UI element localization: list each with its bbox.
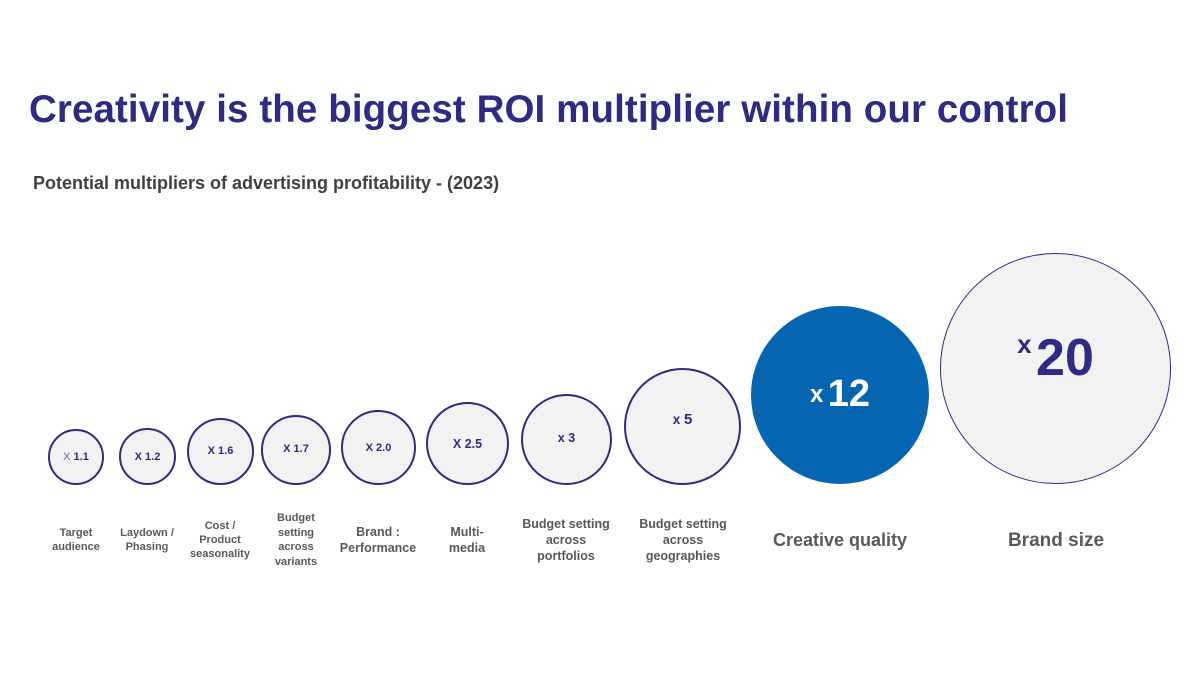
multiplier-value: 1.1 <box>73 451 89 463</box>
bubble-label: Target audience <box>52 527 100 553</box>
bubble-label: Budget setting across geographies <box>639 517 727 563</box>
multiplier-prefix: X <box>452 436 462 451</box>
multiplier-value: 2.5 <box>464 436 483 451</box>
multiplier-prefix: x <box>809 381 824 408</box>
multiplier-prefix: X <box>283 442 291 455</box>
bubble-brand-performance: X 2.0 <box>341 410 416 485</box>
bubble-label: Budget setting across portfolios <box>522 517 610 563</box>
bubble-brand-size: x 20 <box>940 253 1171 484</box>
bubble-budget-across-portfolios: x 3 <box>521 394 612 485</box>
bubble-label: Multi- media <box>448 525 486 555</box>
multiplier-prefix: X <box>365 441 373 454</box>
multiplier-value: 20 <box>1036 328 1094 387</box>
bubble-label: Cost / Product seasonality <box>190 520 250 560</box>
multiplier-prefix: X <box>207 444 215 457</box>
bubble-label: Brand size <box>1007 530 1105 551</box>
bubble-label: Creative quality <box>772 530 908 550</box>
multiplier-prefix: x <box>672 411 681 427</box>
multiplier-value: 1.7 <box>293 442 309 455</box>
multiplier-prefix: X <box>134 450 142 463</box>
multiplier-prefix: x <box>557 430 565 445</box>
multiplier-value: 3 <box>568 430 576 445</box>
multiplier-value: 2.0 <box>376 441 392 454</box>
bubble-target-audience: X 1.1 <box>48 429 104 485</box>
multiplier-prefix: X <box>63 451 71 463</box>
chart-subtitle: Potential multipliers of advertising pro… <box>33 173 500 193</box>
bubble-creative-quality: x 12 <box>751 306 929 484</box>
bubble-label: Budget setting across variants <box>274 512 318 568</box>
bubble-laydown-phasing: X 1.2 <box>119 428 176 485</box>
multiplier-prefix: x <box>1017 329 1032 359</box>
bubble-multi-media: X 2.5 <box>426 402 509 485</box>
page-title: Creativity is the biggest ROI multiplier… <box>29 88 1069 131</box>
multiplier-value: 1.2 <box>145 450 161 463</box>
multiplier-value: 12 <box>827 372 871 415</box>
multiplier-value: 1.6 <box>218 444 234 457</box>
bubble-label: Brand : Performance <box>339 525 417 555</box>
bubble-budget-across-geographies: x 5 <box>624 368 741 485</box>
multiplier-value: 5 <box>683 410 693 428</box>
bubble-budget-across-variants: X 1.7 <box>261 415 331 485</box>
bubble-label: Laydown / Phasing <box>120 527 174 553</box>
bubble-cost-product-seasonality: X 1.6 <box>187 418 254 485</box>
